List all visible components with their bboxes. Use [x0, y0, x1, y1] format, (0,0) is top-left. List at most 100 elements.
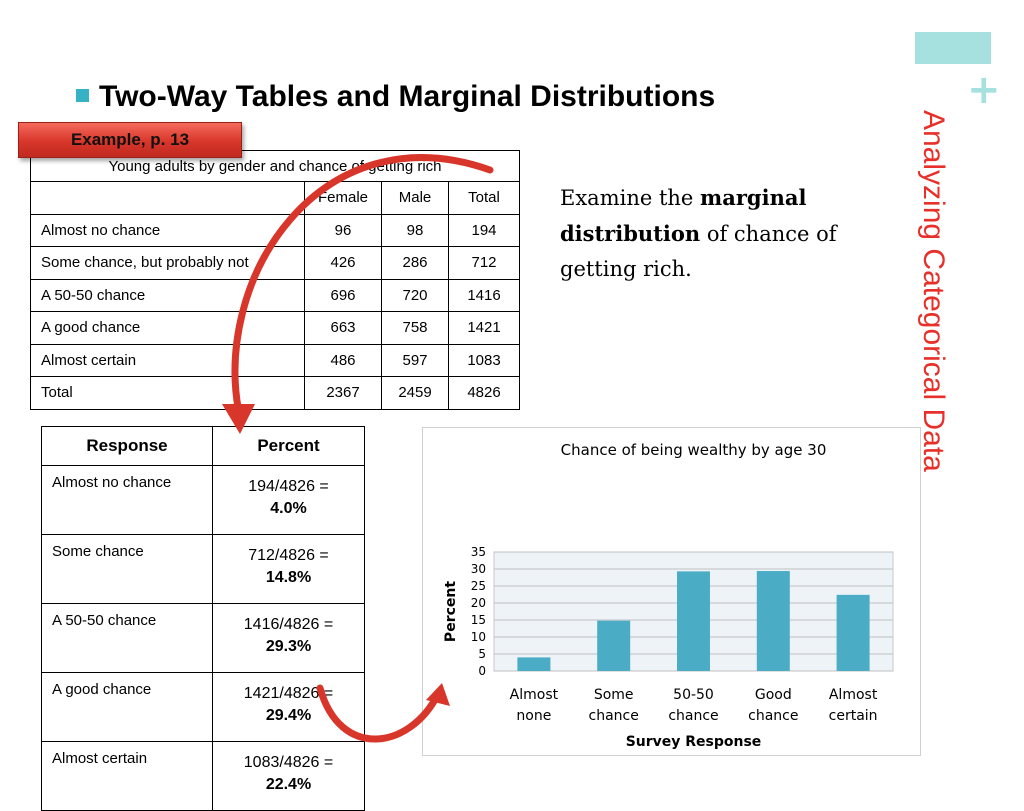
response-cell: Some chance [41, 534, 213, 604]
examine-bold: marginal distribution [560, 185, 807, 246]
x-tick-label: chance [748, 708, 798, 724]
percent-cell: 194/4826 = 4.0% [212, 465, 365, 535]
y-tick-label: 15 [471, 613, 486, 627]
table-header-cell: Male [381, 181, 449, 215]
chart-title: Chance of being wealthy by age 30 [561, 441, 827, 459]
examine-text: Examine the marginal distribution of cha… [560, 180, 870, 287]
table-header-cell: Response [41, 426, 213, 466]
example-tag: Example, p. 13 [18, 122, 242, 158]
table-row: Almost certain 486 597 1083 [30, 343, 520, 377]
row-label: Total [30, 376, 305, 410]
table-cell: 486 [304, 343, 382, 377]
bar [517, 657, 551, 671]
table-cell: 663 [304, 311, 382, 345]
y-tick-label: 20 [471, 596, 486, 610]
percent-cell: 1083/4826 = 22.4% [212, 741, 365, 811]
response-cell: A good chance [41, 672, 213, 742]
percent-value: 14.8% [265, 569, 312, 586]
row-label: Almost no chance [30, 213, 305, 247]
table-row: Some chance 712/4826 = 14.8% [41, 534, 365, 604]
percent-value: 4.0% [270, 500, 307, 517]
bar [756, 571, 790, 671]
table-cell: 712 [448, 246, 520, 280]
table-header-cell [30, 181, 305, 215]
table-header-cell: Female [304, 181, 382, 215]
response-cell: A 50-50 chance [41, 603, 213, 673]
square-bullet-icon [76, 88, 89, 102]
x-axis-label: Survey Response [626, 734, 762, 750]
x-tick-label: Almost [829, 687, 878, 703]
y-tick-label: 0 [478, 664, 486, 678]
x-tick-label: Good [755, 687, 792, 703]
examine-pre: Examine the [560, 186, 701, 210]
marginal-distribution-table: Response Percent Almost no chance 194/482… [41, 426, 365, 811]
table-row: Some chance, but probably not 426 286 712 [30, 246, 520, 280]
percent-value: 29.4% [265, 707, 312, 724]
y-axis-label: Percent [443, 581, 459, 642]
percent-value: 29.3% [265, 638, 312, 655]
table-row: Almost no chance 194/4826 = 4.0% [41, 465, 365, 535]
y-tick-label: 10 [471, 630, 486, 644]
table-row: Total 2367 2459 4826 [30, 376, 520, 410]
y-tick-label: 30 [471, 562, 486, 576]
percent-calc: 1416/4826 = [243, 616, 334, 633]
table-header-cell: Total [448, 181, 520, 215]
percent-calc: 712/4826 = [248, 547, 329, 564]
percent-calc: 1083/4826 = [243, 754, 334, 771]
row-label: Some chance, but probably not [30, 246, 305, 280]
table-cell: 194 [448, 213, 520, 247]
response-cell: Almost certain [41, 741, 213, 811]
x-tick-label: Almost [510, 687, 559, 703]
x-tick-label: chance [589, 708, 639, 724]
x-tick-label: certain [829, 708, 878, 724]
bar [677, 571, 710, 671]
percent-cell: 1421/4826 = 29.4% [212, 672, 365, 742]
row-label: Almost certain [30, 343, 305, 377]
table-row: A 50-50 chance 696 720 1416 [30, 278, 520, 312]
slide-heading: Two-Way Tables and Marginal Distribution… [76, 80, 715, 114]
y-tick-label: 25 [471, 579, 486, 593]
row-label: A 50-50 chance [30, 278, 305, 312]
table-row: Almost certain 1083/4826 = 22.4% [41, 741, 365, 811]
two-way-table: Young adults by gender and chance of get… [30, 150, 520, 410]
table-cell: 597 [381, 343, 449, 377]
table-cell: 286 [381, 246, 449, 280]
table-cell: 4826 [448, 376, 520, 410]
table-header-cell: Percent [212, 426, 365, 466]
examine-post: of chance of getting rich. [560, 222, 837, 281]
x-tick-label: none [516, 708, 551, 724]
table-cell: 720 [381, 278, 449, 312]
row-label: A good chance [30, 311, 305, 345]
side-title: Analyzing Categorical Data [917, 110, 950, 472]
percent-calc: 194/4826 = [248, 478, 329, 495]
response-cell: Almost no chance [41, 465, 213, 535]
percent-cell: 1416/4826 = 29.3% [212, 603, 365, 673]
bar-chart-svg: 0 5 10 15 20 25 30 35 Almost none Some chance 50-50 c… [443, 441, 894, 750]
plus-icon: + [967, 67, 1001, 113]
table-cell: 696 [304, 278, 382, 312]
y-tick-label: 5 [478, 647, 486, 661]
table-cell: 1416 [448, 278, 520, 312]
table-cell: 2459 [381, 376, 449, 410]
table-cell: 98 [381, 213, 449, 247]
table-row: A good chance 663 758 1421 [30, 311, 520, 345]
table-row: A good chance 1421/4826 = 29.4% [41, 672, 365, 742]
x-tick-label: 50-50 [673, 687, 714, 703]
table-cell: 758 [381, 311, 449, 345]
accent-block [915, 32, 991, 64]
table-cell: 2367 [304, 376, 382, 410]
percent-value: 22.4% [265, 776, 312, 793]
x-tick-label: chance [668, 708, 718, 724]
bar-chart: 0 5 10 15 20 25 30 35 Almost none Some chance 50-50 c… [422, 427, 921, 756]
percent-cell: 712/4826 = 14.8% [212, 534, 365, 604]
percent-calc: 1421/4826 = [243, 685, 334, 702]
y-tick-label: 35 [471, 545, 486, 559]
table-cell: 1083 [448, 343, 520, 377]
x-tick-label: Some [594, 687, 634, 703]
table-row: Almost no chance 96 98 194 [30, 213, 520, 247]
table-cell: 1421 [448, 311, 520, 345]
bar [836, 594, 870, 671]
table-cell: 96 [304, 213, 382, 247]
table-row: A 50-50 chance 1416/4826 = 29.3% [41, 603, 365, 673]
heading-text: Two-Way Tables and Marginal Distribution… [99, 80, 716, 113]
